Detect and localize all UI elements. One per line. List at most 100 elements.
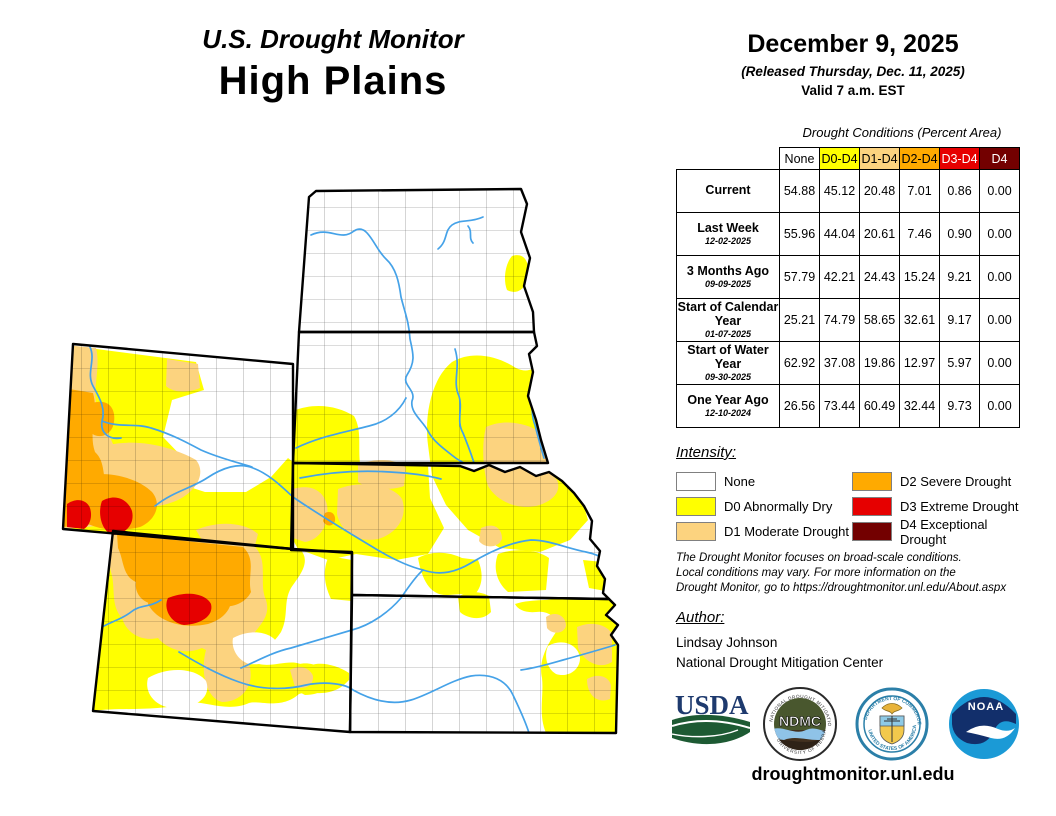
niobrara-river: [299, 470, 442, 480]
row-label-cell: Start of Water Year 09-30-2025: [676, 341, 780, 385]
drought-conditions-table: None D0-D4 D1-D4 D2-D4 D3-D4 D4 Current 54.88 45…: [676, 147, 1020, 428]
row-label-cell: One Year Ago 12-10-2024: [676, 384, 780, 428]
value-cell: 0.00: [979, 341, 1020, 385]
map-date: December 9, 2025: [747, 30, 959, 58]
legend-swatch: [676, 497, 716, 516]
value-cell: 20.48: [859, 169, 900, 213]
column-header-D4: D4: [979, 147, 1020, 170]
legend-label: D4 Exceptional Drought: [900, 516, 988, 547]
ndmc-logo: NDMC NATIONAL DROUGHT MITIGATION CENTER …: [760, 682, 838, 767]
legend-swatch: [676, 522, 716, 541]
value-cell: 0.00: [979, 212, 1020, 256]
svg-text:USDA: USDA: [675, 690, 749, 720]
value-cell: 44.04: [819, 212, 860, 256]
value-cell: 12.97: [899, 341, 940, 385]
arkansas-river: [178, 651, 530, 733]
date-block: December 9, 2025 (Released Thursday, Dec…: [676, 30, 1030, 98]
column-header-D1-D4: D1-D4: [859, 147, 900, 170]
legend-label: D1 Moderate Drought: [724, 524, 850, 539]
legend-grid: None D0 Abnormally Dry D1 Moderate Drought…: [676, 469, 1036, 547]
disclaimer-text: The Drought Monitor focuses on broad-sca…: [676, 551, 1056, 596]
table-caption: Drought Conditions (Percent Area): [802, 125, 1002, 140]
value-cell: 73.44: [819, 384, 860, 428]
value-cell: 15.24: [899, 255, 940, 299]
value-cell: 54.88: [779, 169, 820, 213]
legend-item: D0 Abnormally Dry: [676, 494, 852, 519]
value-cell: 45.12: [819, 169, 860, 213]
column-header-D0-D4: D0-D4: [819, 147, 860, 170]
author-block: Author: Lindsay Johnson National Drought…: [676, 609, 1030, 670]
usda-logo-icon: USDA: [671, 690, 751, 745]
row-label-cell: Start of Calendar Year 01-07-2025: [676, 298, 780, 342]
value-cell: 9.21: [939, 255, 980, 299]
value-cell: 60.49: [859, 384, 900, 428]
row-label-cell: 3 Months Ago 09-09-2025: [676, 255, 780, 299]
kansas-river: [520, 644, 616, 671]
kansas-border: [348, 593, 620, 735]
legend-item: D3 Extreme Drought: [852, 494, 1036, 519]
author-organization: National Drought Mitigation Center: [676, 655, 884, 670]
table-header-row: None D0-D4 D1-D4 D2-D4 D3-D4 D4: [677, 147, 1020, 170]
value-cell: 0.00: [979, 255, 1020, 299]
legend-label: D0 Abnormally Dry: [724, 499, 833, 514]
legend-item: None: [676, 469, 852, 494]
row-label-cell: Current: [676, 169, 780, 213]
table-row: Start of Calendar Year 01-07-2025 25.21 74.…: [676, 298, 1020, 342]
logo-row: USDA NDMC NATIONAL DROUGHT MITIGATION CE…: [668, 682, 1030, 767]
column-header-D2-D4: D2-D4: [899, 147, 940, 170]
column-header-D3-D4: D3-D4: [939, 147, 980, 170]
county-boundaries: [63, 189, 618, 733]
value-cell: 25.21: [779, 298, 820, 342]
cheyenne-river: [295, 397, 407, 449]
disclaimer-line: Local conditions may vary. For more info…: [676, 567, 956, 579]
legend-swatch: [676, 472, 716, 491]
colorado-river: [96, 599, 162, 631]
bighorn-wind-rivers: [89, 346, 253, 468]
legend-item: D4 Exceptional Drought: [852, 516, 1036, 547]
devils-lake: [437, 216, 484, 250]
footer-url: droughtmonitor.unl.edu: [751, 764, 955, 784]
svg-text:NDMC: NDMC: [779, 713, 821, 729]
disclaimer-line: Drought Monitor, go to https://droughtmo…: [676, 582, 1007, 594]
legend-item: D2 Severe Drought: [852, 469, 1036, 494]
legend-title: Intensity:: [676, 444, 737, 461]
missouri-river: [310, 228, 471, 467]
value-cell: 0.00: [979, 169, 1020, 213]
legend-swatch: [852, 497, 892, 516]
legend-label: D3 Extreme Drought: [900, 499, 1019, 514]
disclaimer-line: The Drought Monitor focuses on broad-sca…: [676, 552, 962, 564]
table-row: Last Week 12-02-2025 55.96 44.04 20.61 7.46 0.…: [676, 212, 1020, 256]
james-river: [454, 348, 475, 464]
legend-label: None: [724, 474, 756, 489]
drought-map: [57, 183, 659, 748]
value-cell: 0.00: [979, 298, 1020, 342]
report-title: U.S. Drought Monitor: [202, 24, 464, 54]
region-title: High Plains: [218, 59, 448, 103]
table-row: Start of Water Year 09-30-2025 62.92 37.08 1…: [676, 341, 1020, 385]
value-cell: 7.01: [899, 169, 940, 213]
value-cell: 55.96: [779, 212, 820, 256]
state-borders: [61, 187, 620, 735]
intensity-legend: Intensity: None D0 Abnormally Dry D1 Moder…: [676, 444, 1036, 547]
south-dakota-border: [291, 330, 550, 465]
value-cell: 32.44: [899, 384, 940, 428]
value-cell: 7.46: [899, 212, 940, 256]
value-cell: 19.86: [859, 341, 900, 385]
usda-logo: USDA: [671, 686, 751, 755]
value-cell: 0.00: [979, 384, 1020, 428]
svg-text:NOAA: NOAA: [968, 701, 1004, 713]
value-cell: 24.43: [859, 255, 900, 299]
value-cell: 74.79: [819, 298, 860, 342]
value-cell: 5.97: [939, 341, 980, 385]
value-cell: 37.08: [819, 341, 860, 385]
author-name: Lindsay Johnson: [676, 635, 778, 650]
value-cell: 9.17: [939, 298, 980, 342]
author-title: Author:: [676, 609, 725, 626]
legend-label: D2 Severe Drought: [900, 474, 1012, 489]
legend-swatch: [852, 472, 892, 491]
table-row: One Year Ago 12-10-2024 26.56 73.44 60.49 32.…: [676, 384, 1020, 428]
high-plains-map-svg: [61, 187, 620, 735]
value-cell: 20.61: [859, 212, 900, 256]
report-title-block: U.S. Drought Monitor High Plains: [103, 24, 563, 104]
